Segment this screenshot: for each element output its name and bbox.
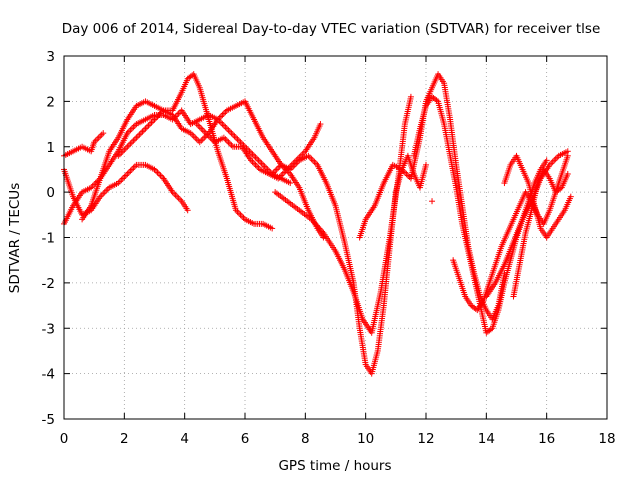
y-tick-label: 1 bbox=[46, 140, 55, 156]
x-tick-label: 0 bbox=[60, 431, 69, 447]
y-tick-label: 2 bbox=[46, 94, 55, 110]
x-tick-label: 12 bbox=[417, 431, 434, 447]
series-arc-h bbox=[272, 93, 414, 336]
x-tick-label: 16 bbox=[538, 431, 555, 447]
y-axis-label: SDTVAR / TECUs bbox=[7, 183, 23, 293]
series-arc-i bbox=[356, 71, 508, 323]
chart-title: Day 006 of 2014, Sidereal Day-to-day VTE… bbox=[62, 21, 601, 37]
series-arc-k bbox=[450, 152, 571, 314]
series-arc-c bbox=[61, 161, 191, 218]
y-tick-label: -1 bbox=[42, 231, 55, 247]
series-arc-d bbox=[79, 71, 276, 232]
y-tick-label: -4 bbox=[42, 367, 55, 383]
x-tick-label: 18 bbox=[598, 431, 615, 447]
y-tick-label: 3 bbox=[46, 49, 55, 65]
series-arc-a bbox=[61, 130, 107, 159]
series-isolated bbox=[429, 198, 436, 205]
y-tick-label: -3 bbox=[42, 321, 55, 337]
x-tick-label: 4 bbox=[180, 431, 189, 447]
x-tick-label: 8 bbox=[301, 431, 310, 447]
series-arc-g bbox=[269, 152, 429, 377]
y-tick-label: -5 bbox=[42, 412, 55, 428]
series-arc-l bbox=[501, 152, 574, 241]
y-tick-label: -2 bbox=[42, 276, 55, 292]
x-tick-label: 14 bbox=[478, 431, 495, 447]
series-arc-f bbox=[193, 121, 324, 182]
y-tick-label: 0 bbox=[46, 185, 55, 201]
x-tick-label: 2 bbox=[120, 431, 129, 447]
data-points bbox=[61, 71, 574, 377]
x-tick-label: 10 bbox=[357, 431, 374, 447]
series-arc-n bbox=[510, 166, 571, 300]
x-axis-label: GPS time / hours bbox=[278, 458, 391, 474]
x-tick-label: 6 bbox=[241, 431, 250, 447]
